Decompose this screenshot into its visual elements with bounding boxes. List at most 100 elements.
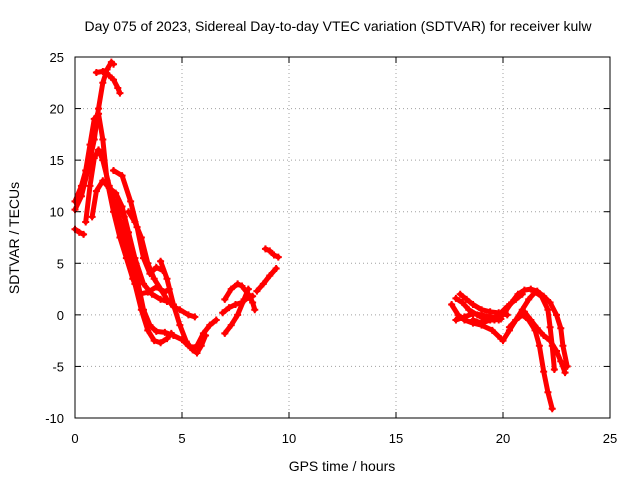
data-point xyxy=(527,316,535,324)
data-point xyxy=(169,301,177,309)
data-point xyxy=(95,146,103,154)
data-point xyxy=(251,306,259,314)
data-point xyxy=(191,313,199,321)
data-point xyxy=(112,189,120,197)
data-point xyxy=(148,290,156,298)
data-point xyxy=(478,319,486,327)
data-point xyxy=(193,349,201,357)
data-point xyxy=(163,275,171,283)
data-point xyxy=(227,285,235,293)
data-point xyxy=(520,286,528,294)
chart-title: Day 075 of 2023, Sidereal Day-to-day VTE… xyxy=(84,18,592,34)
data-point xyxy=(139,306,147,314)
data-point xyxy=(116,89,124,97)
data-point xyxy=(146,321,154,329)
data-point xyxy=(202,331,210,339)
x-axis-ticks: 0 5 10 15 20 25 xyxy=(71,57,617,446)
series-track-12 xyxy=(221,280,259,314)
data-point xyxy=(157,339,165,347)
y-tick-label: -5 xyxy=(52,359,64,374)
data-point xyxy=(520,308,528,316)
data-point xyxy=(266,272,274,280)
data-point xyxy=(144,326,152,334)
data-point xyxy=(157,295,165,303)
data-point xyxy=(514,290,522,298)
data-point xyxy=(270,251,278,259)
data-point xyxy=(238,298,246,306)
data-point xyxy=(546,337,554,345)
data-point xyxy=(458,298,466,306)
y-tick-label: 10 xyxy=(50,205,64,220)
data-point xyxy=(550,366,558,374)
data-point xyxy=(99,177,107,185)
data-point xyxy=(110,166,118,174)
data-point xyxy=(99,67,107,75)
data-point xyxy=(469,301,477,309)
data-point xyxy=(161,328,169,336)
y-tick-label: 15 xyxy=(50,153,64,168)
x-tick-label: 5 xyxy=(178,431,185,446)
data-point xyxy=(272,264,280,272)
data-point xyxy=(266,247,274,255)
data-point xyxy=(546,298,554,306)
data-point xyxy=(77,182,85,190)
plot-frame xyxy=(74,56,611,419)
data-point xyxy=(118,172,126,180)
data-point xyxy=(182,338,190,346)
data-point xyxy=(452,294,460,302)
data-point xyxy=(527,285,535,293)
data-point xyxy=(99,156,107,164)
data-point xyxy=(90,115,98,123)
x-tick-label: 0 xyxy=(71,431,78,446)
data-point xyxy=(125,208,132,216)
data-point xyxy=(559,342,567,350)
series-line xyxy=(254,265,279,294)
data-point xyxy=(553,347,560,355)
data-point xyxy=(169,331,177,339)
data-point xyxy=(448,301,456,309)
data-point xyxy=(533,324,541,332)
data-point xyxy=(99,136,107,144)
data-point xyxy=(139,280,147,288)
data-point xyxy=(157,285,165,293)
data-point xyxy=(234,311,242,319)
data-point xyxy=(105,72,113,80)
data-point xyxy=(244,293,252,301)
y-axis-label: SDTVAR / TECUs xyxy=(6,182,22,294)
data-point xyxy=(212,316,220,324)
data-point xyxy=(249,292,257,300)
data-point xyxy=(488,326,496,334)
data-point xyxy=(114,197,122,205)
data-point xyxy=(544,388,552,396)
data-point xyxy=(131,218,139,226)
data-point xyxy=(234,280,242,288)
data-point xyxy=(538,292,546,300)
data-point xyxy=(460,313,468,321)
data-point xyxy=(274,253,282,261)
data-point xyxy=(80,230,88,238)
y-tick-label: 25 xyxy=(50,50,64,65)
y-tick-label: 5 xyxy=(57,256,64,271)
data-point xyxy=(540,331,548,339)
data-point xyxy=(82,166,90,174)
data-point xyxy=(144,259,152,267)
data-point xyxy=(110,60,118,68)
data-point xyxy=(505,323,513,331)
data-point xyxy=(137,234,145,241)
data-point xyxy=(127,197,135,205)
data-point xyxy=(495,316,503,324)
y-axis-ticks: -10 -5 0 5 10 15 20 25 xyxy=(45,50,610,426)
data-point xyxy=(75,228,83,236)
series-track-14 xyxy=(253,264,280,295)
data-point xyxy=(184,311,192,319)
data-point xyxy=(99,79,107,87)
data-point xyxy=(456,290,464,298)
y-tick-label: -10 xyxy=(45,411,64,426)
y-tick-label: 20 xyxy=(50,102,64,117)
data-point xyxy=(82,218,90,226)
series-line xyxy=(83,147,174,346)
data-point xyxy=(508,298,516,306)
data-point xyxy=(157,257,165,265)
data-point xyxy=(452,316,460,324)
